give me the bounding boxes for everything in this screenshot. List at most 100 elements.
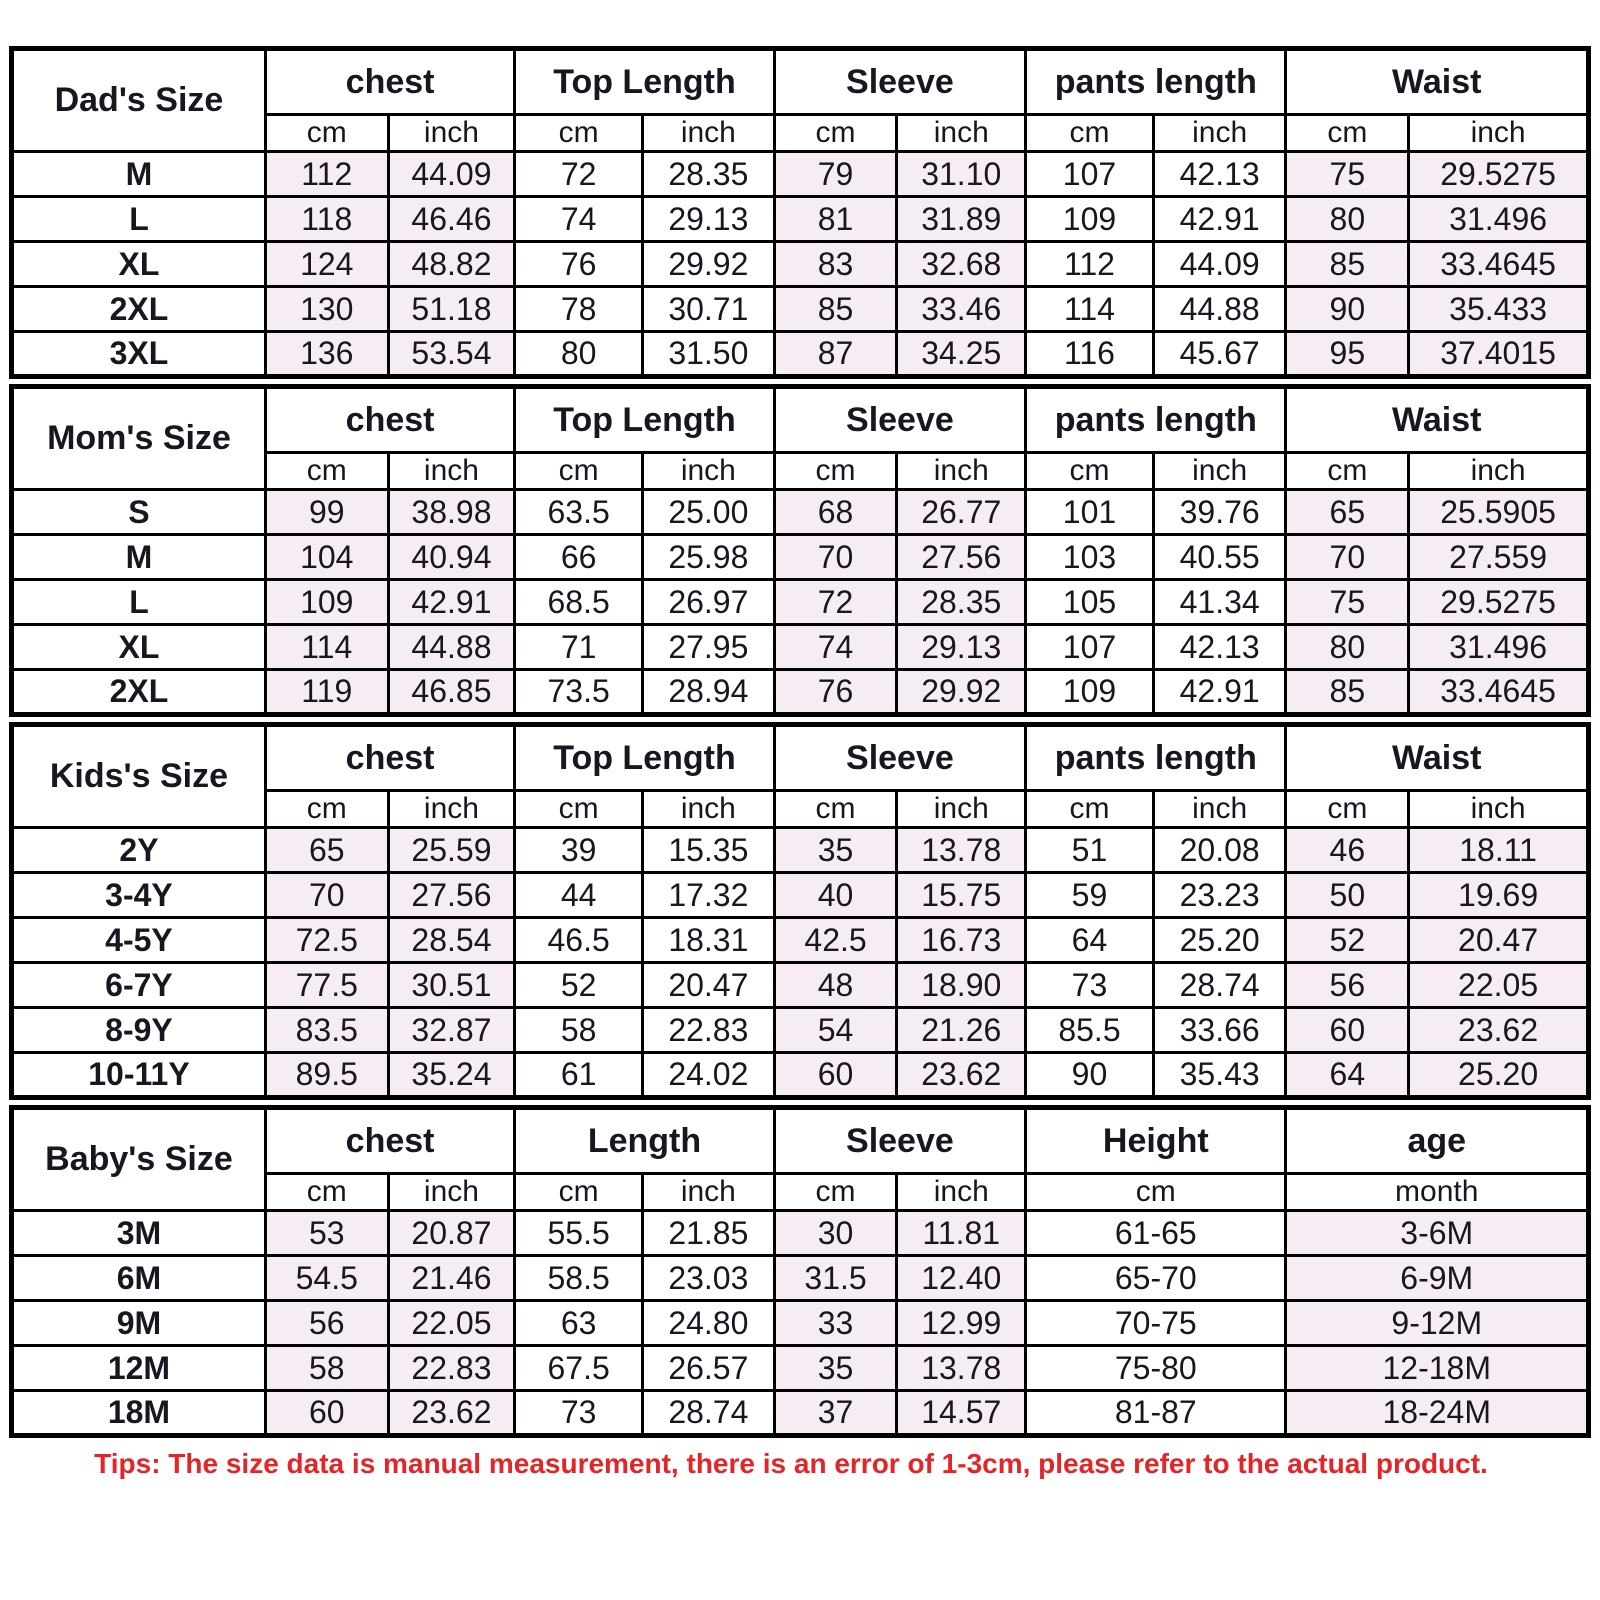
size-value-cell: 25.20 bbox=[1151, 916, 1288, 964]
unit-header: inch bbox=[386, 789, 517, 829]
size-value-cell: 42.13 bbox=[1151, 623, 1288, 671]
size-value-cell: 16.73 bbox=[895, 916, 1028, 964]
size-value-cell: 26.57 bbox=[641, 1344, 776, 1392]
size-value-cell: 33.46 bbox=[895, 285, 1028, 333]
section-title: Mom's Size bbox=[10, 385, 267, 491]
size-value-cell: 44.88 bbox=[1151, 285, 1288, 333]
unit-header: cm bbox=[263, 789, 390, 829]
size-value-cell: 31.496 bbox=[1407, 195, 1590, 243]
size-value-cell: 24.02 bbox=[641, 1051, 776, 1099]
size-value-cell: 112 bbox=[1024, 240, 1155, 288]
size-value-cell: 15.35 bbox=[641, 826, 776, 874]
size-value-cell: 72.5 bbox=[263, 916, 390, 964]
size-value-cell: 109 bbox=[1024, 195, 1155, 243]
size-row-label: 4-5Y bbox=[10, 916, 267, 964]
size-value-cell: 39 bbox=[513, 826, 645, 874]
table-row: XL 124 48.82 76 29.92 83 32.68 112 44.09 85 33.464… bbox=[10, 240, 1590, 288]
unit-header: cm bbox=[772, 1172, 899, 1212]
size-row-label: 18M bbox=[10, 1389, 267, 1437]
size-value-cell: 80 bbox=[1284, 623, 1411, 671]
size-value-cell: 21.85 bbox=[641, 1209, 776, 1257]
size-value-cell: 38.98 bbox=[386, 488, 517, 536]
size-value-cell: 55.5 bbox=[513, 1209, 645, 1257]
size-value-cell: 104 bbox=[263, 533, 390, 581]
size-value-cell: 65 bbox=[263, 826, 390, 874]
size-chart: Dad's Size chest Top Length Sleeve pants len… bbox=[9, 46, 1591, 1438]
table-row: 3M 53 20.87 55.5 21.85 30 11.81 61-65 3-6M bbox=[10, 1209, 1590, 1257]
size-value-cell: 73 bbox=[513, 1389, 645, 1437]
size-value-cell: 27.56 bbox=[895, 533, 1028, 581]
size-value-cell: 29.92 bbox=[895, 668, 1028, 716]
size-value-cell: 109 bbox=[263, 578, 390, 626]
size-value-cell: 75-80 bbox=[1024, 1344, 1288, 1392]
size-row-label: S bbox=[10, 488, 267, 536]
size-value-cell: 70 bbox=[1284, 533, 1411, 581]
column-group-header: chest bbox=[263, 385, 517, 454]
size-value-cell: 107 bbox=[1024, 623, 1155, 671]
table-row: L 118 46.46 74 29.13 81 31.89 109 42.91 80 31.496 bbox=[10, 195, 1590, 243]
column-group-header: Sleeve bbox=[772, 47, 1028, 116]
size-value-cell: 70 bbox=[263, 871, 390, 919]
unit-header: inch bbox=[1407, 113, 1590, 153]
size-value-cell: 65-70 bbox=[1024, 1254, 1288, 1302]
size-value-cell: 73 bbox=[1024, 961, 1155, 1009]
section-title: Dad's Size bbox=[10, 47, 267, 153]
size-value-cell: 21.26 bbox=[895, 1006, 1028, 1054]
size-value-cell: 90 bbox=[1024, 1051, 1155, 1099]
size-value-cell: 6-9M bbox=[1284, 1254, 1590, 1302]
size-value-cell: 103 bbox=[1024, 533, 1155, 581]
size-value-cell: 81-87 bbox=[1024, 1389, 1288, 1437]
size-value-cell: 40 bbox=[772, 871, 899, 919]
size-value-cell: 3-6M bbox=[1284, 1209, 1590, 1257]
size-value-cell: 28.74 bbox=[641, 1389, 776, 1437]
unit-header: inch bbox=[386, 113, 517, 153]
size-value-cell: 31.89 bbox=[895, 195, 1028, 243]
size-value-cell: 29.13 bbox=[895, 623, 1028, 671]
size-value-cell: 119 bbox=[263, 668, 390, 716]
unit-header: cm bbox=[263, 451, 390, 491]
table-row: M 112 44.09 72 28.35 79 31.10 107 42.13 75 29.5275 bbox=[10, 150, 1590, 198]
size-value-cell: 28.74 bbox=[1151, 961, 1288, 1009]
column-group-header: Top Length bbox=[513, 47, 776, 116]
size-value-cell: 79 bbox=[772, 150, 899, 198]
size-value-cell: 46.5 bbox=[513, 916, 645, 964]
size-value-cell: 39.76 bbox=[1151, 488, 1288, 536]
size-value-cell: 95 bbox=[1284, 330, 1411, 378]
unit-header: inch bbox=[895, 113, 1028, 153]
size-value-cell: 63.5 bbox=[513, 488, 645, 536]
size-value-cell: 18.90 bbox=[895, 961, 1028, 1009]
size-value-cell: 20.47 bbox=[1407, 916, 1590, 964]
size-value-cell: 59 bbox=[1024, 871, 1155, 919]
size-value-cell: 44.09 bbox=[386, 150, 517, 198]
size-value-cell: 51.18 bbox=[386, 285, 517, 333]
unit-header: cm bbox=[1024, 451, 1155, 491]
unit-header: cm bbox=[1284, 113, 1411, 153]
unit-header: cm bbox=[263, 1172, 390, 1212]
table-row: L 109 42.91 68.5 26.97 72 28.35 105 41.34 75 29.52… bbox=[10, 578, 1590, 626]
size-value-cell: 71 bbox=[513, 623, 645, 671]
unit-header: cm bbox=[1284, 451, 1411, 491]
size-value-cell: 68 bbox=[772, 488, 899, 536]
size-row-label: XL bbox=[10, 623, 267, 671]
table-row: 2Y 65 25.59 39 15.35 35 13.78 51 20.08 46 18.11 bbox=[10, 826, 1590, 874]
size-value-cell: 52 bbox=[1284, 916, 1411, 964]
unit-header: month bbox=[1284, 1172, 1590, 1212]
column-group-header: Sleeve bbox=[772, 385, 1028, 454]
size-value-cell: 54 bbox=[772, 1006, 899, 1054]
size-value-cell: 23.03 bbox=[641, 1254, 776, 1302]
size-value-cell: 17.32 bbox=[641, 871, 776, 919]
size-value-cell: 35 bbox=[772, 1344, 899, 1392]
size-value-cell: 46 bbox=[1284, 826, 1411, 874]
size-value-cell: 22.05 bbox=[1407, 961, 1590, 1009]
size-value-cell: 52 bbox=[513, 961, 645, 1009]
size-value-cell: 67.5 bbox=[513, 1344, 645, 1392]
size-value-cell: 23.62 bbox=[895, 1051, 1028, 1099]
size-value-cell: 64 bbox=[1024, 916, 1155, 964]
size-value-cell: 66 bbox=[513, 533, 645, 581]
size-row-label: 9M bbox=[10, 1299, 267, 1347]
size-value-cell: 45.67 bbox=[1151, 330, 1288, 378]
unit-header: inch bbox=[641, 1172, 776, 1212]
table-row: 2XL 119 46.85 73.5 28.94 76 29.92 109 42.91 85 33.… bbox=[10, 668, 1590, 716]
section-title: Baby's Size bbox=[10, 1106, 267, 1212]
size-value-cell: 33.4645 bbox=[1407, 668, 1590, 716]
